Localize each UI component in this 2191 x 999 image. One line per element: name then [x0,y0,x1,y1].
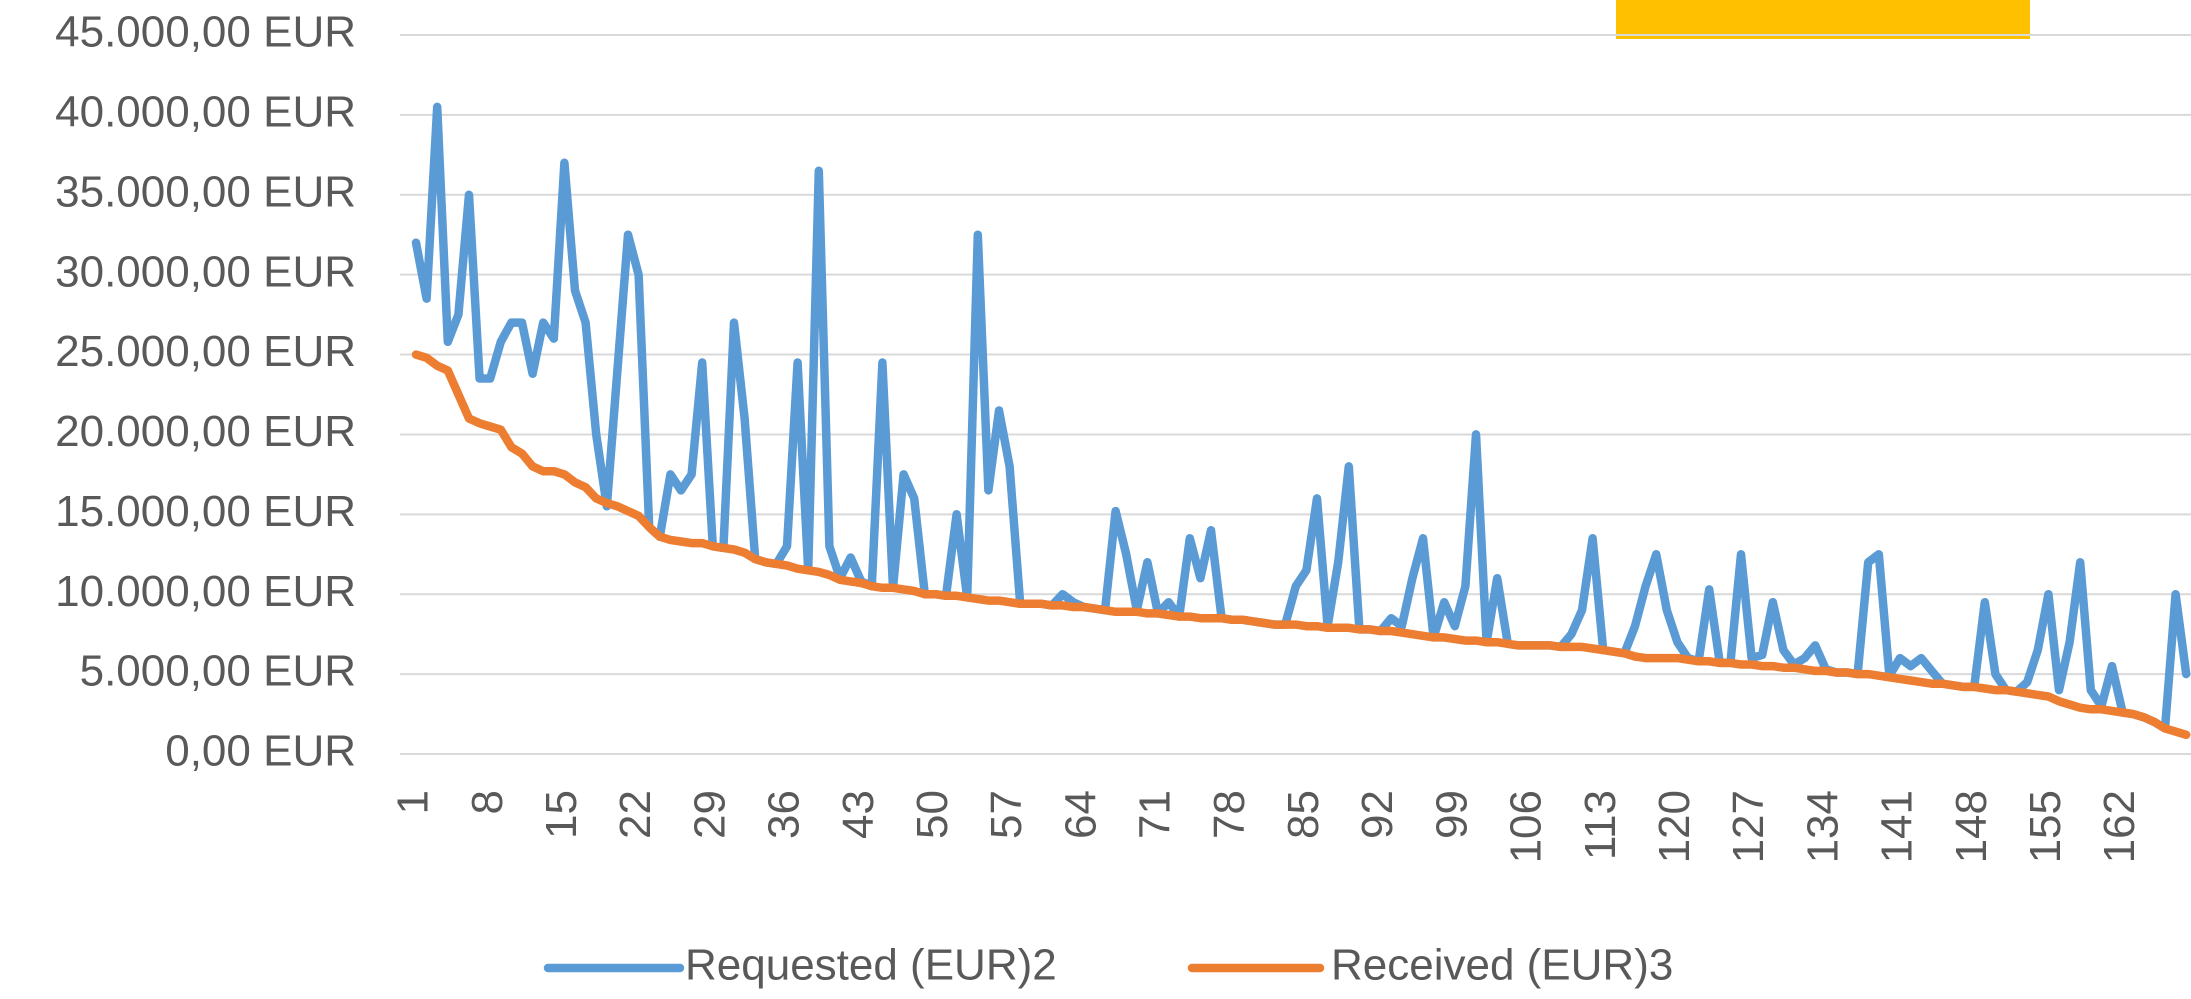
x-tick-label: 8 [463,790,512,814]
y-tick-label: 25.000,00 EUR [55,327,356,376]
legend-label: Requested (EUR)2 [685,941,1057,990]
x-tick-label: 43 [834,790,883,839]
x-tick-label: 155 [2021,790,2070,863]
x-tick-label: 120 [1650,790,1699,863]
x-tick-label: 127 [1724,790,1773,863]
y-tick-label: 40.000,00 EUR [55,88,356,137]
x-tick-label: 148 [1947,790,1996,863]
x-tick-label: 22 [611,790,660,839]
y-tick-label: 45.000,00 EUR [55,8,356,57]
x-tick-label: 162 [2095,790,2144,863]
x-tick-label: 36 [760,790,809,839]
series-line [411,350,2191,740]
y-tick-label: 10.000,00 EUR [55,567,356,616]
series-line [411,102,2191,733]
y-tick-label: 15.000,00 EUR [55,487,356,536]
y-tick-label: 30.000,00 EUR [55,247,356,296]
x-tick-label: 78 [1205,790,1254,839]
x-tick-label: 92 [1353,790,1402,839]
y-tick-label: 0,00 EUR [165,727,356,776]
x-tick-label: 113 [1576,790,1625,860]
y-tick-label: 35.000,00 EUR [55,167,356,216]
x-tick-label: 1 [389,790,438,814]
y-tick-label: 5.000,00 EUR [80,647,356,696]
x-tick-label: 29 [685,790,734,839]
x-tick-label: 71 [1131,790,1180,839]
badge [1616,0,2030,39]
x-tick-label: 99 [1427,790,1476,839]
x-tick-label: 106 [1502,790,1551,863]
x-tick-label: 15 [537,790,586,839]
x-tick-label: 141 [1873,790,1922,863]
y-tick-label: 20.000,00 EUR [55,407,356,456]
x-tick-label: 134 [1798,790,1847,863]
x-tick-label: 50 [908,790,957,839]
x-tick-label: 85 [1279,790,1328,839]
x-tick-label: 64 [1056,790,1105,839]
x-tick-label: 57 [982,790,1031,839]
legend-label: Received (EUR)3 [1331,941,1673,990]
